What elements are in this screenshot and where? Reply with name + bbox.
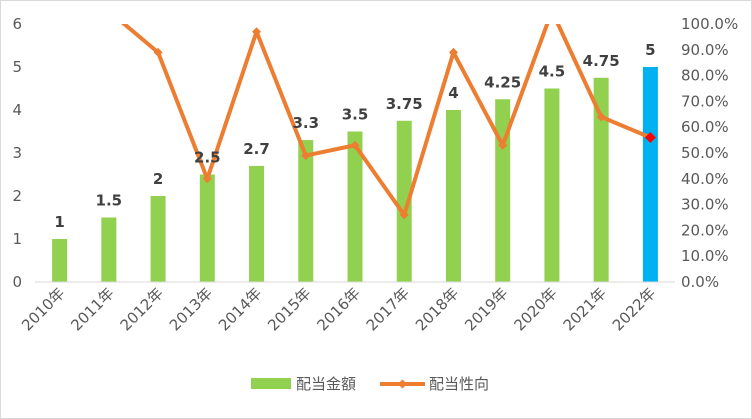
bar-data-label: 4.75 bbox=[583, 52, 620, 70]
line-point bbox=[252, 27, 262, 37]
right-tick-label: 60.0% bbox=[681, 118, 729, 136]
line-point bbox=[399, 210, 409, 220]
right-tick-label: 40.0% bbox=[681, 170, 729, 188]
line-point bbox=[301, 151, 311, 161]
right-tick-label: 30.0% bbox=[681, 196, 729, 214]
bar bbox=[150, 196, 166, 282]
bar bbox=[544, 88, 560, 282]
right-tick-label: 20.0% bbox=[681, 221, 729, 239]
bar bbox=[593, 77, 609, 282]
bar-data-label: 2 bbox=[153, 170, 163, 188]
bar-data-label: 3.75 bbox=[386, 95, 423, 113]
right-tick-label: 0.0% bbox=[681, 273, 719, 291]
bar bbox=[347, 131, 363, 282]
left-tick-label: 1 bbox=[12, 230, 22, 248]
left-tick-label: 6 bbox=[12, 15, 22, 33]
bar bbox=[396, 120, 412, 282]
left-tick-label: 0 bbox=[12, 273, 22, 291]
bar bbox=[298, 140, 314, 282]
bar-data-label: 2.7 bbox=[243, 140, 270, 158]
line-point bbox=[350, 140, 360, 150]
right-tick-label: 90.0% bbox=[681, 41, 729, 59]
left-tick-label: 3 bbox=[12, 144, 22, 162]
legend: 配当金額 配当性向 bbox=[251, 375, 489, 393]
bar-data-label: 5 bbox=[645, 41, 655, 59]
bar-data-label: 3.5 bbox=[342, 106, 369, 124]
bar-data-label: 1 bbox=[54, 213, 64, 231]
left-axis-ticks: 0 1 2 3 4 5 6 bbox=[12, 15, 22, 291]
line-point bbox=[596, 112, 606, 122]
bar bbox=[101, 217, 117, 282]
line-point bbox=[202, 174, 212, 184]
bar-data-label: 4.25 bbox=[484, 73, 521, 91]
left-tick-label: 2 bbox=[12, 187, 22, 205]
bar-data-label: 3.3 bbox=[292, 114, 319, 132]
line-point bbox=[498, 140, 508, 150]
legend-bar-swatch bbox=[251, 378, 291, 389]
line-point bbox=[153, 47, 163, 57]
bar bbox=[199, 174, 215, 282]
right-axis-ticks: 0.0% 10.0% 20.0% 30.0% 40.0% 50.0% 60.0% 70.0% 8… bbox=[681, 15, 738, 291]
legend-bar-label: 配当金額 bbox=[296, 375, 356, 393]
line-path bbox=[121, 24, 652, 217]
bar-data-label: 1.5 bbox=[96, 192, 123, 210]
bar bbox=[52, 239, 68, 282]
line-series bbox=[121, 24, 656, 220]
bar bbox=[642, 67, 658, 282]
bar-data-label: 4 bbox=[448, 84, 458, 102]
bar bbox=[445, 110, 461, 282]
right-tick-label: 70.0% bbox=[681, 92, 729, 110]
left-tick-label: 4 bbox=[12, 101, 22, 119]
right-tick-label: 10.0% bbox=[681, 247, 729, 265]
bar-data-label: 2.5 bbox=[194, 149, 221, 167]
right-tick-label: 50.0% bbox=[681, 144, 729, 162]
line-point bbox=[448, 47, 458, 57]
line-point bbox=[644, 132, 656, 144]
bar-data-label: 4.5 bbox=[539, 63, 566, 81]
legend-line-marker bbox=[398, 379, 407, 389]
bar-data-labels: 1 1.5 2 2.5 2.7 3.3 3.5 3.75 4 4.25 4.5 4.75 5 bbox=[54, 41, 655, 231]
left-tick-label: 5 bbox=[12, 58, 22, 76]
legend-line-label: 配当性向 bbox=[429, 375, 489, 393]
bar bbox=[249, 165, 265, 282]
right-tick-label: 100.0% bbox=[681, 15, 738, 33]
right-tick-label: 80.0% bbox=[681, 67, 729, 85]
bar-series bbox=[52, 67, 658, 282]
